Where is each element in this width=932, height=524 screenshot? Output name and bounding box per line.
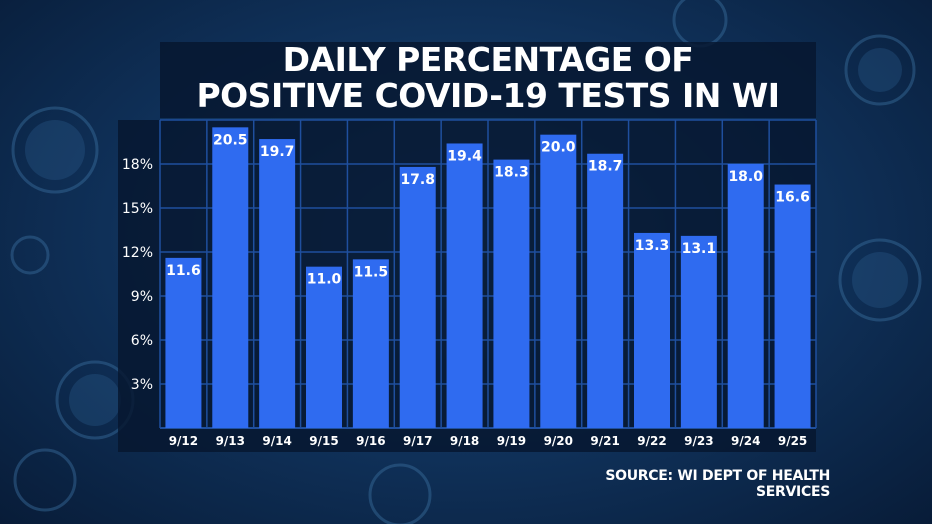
x-tick-label: 9/22 [637,434,666,448]
source-note: SOURCE: WI DEPT OF HEALTH SERVICES [605,468,830,500]
bar-9-16 [352,259,389,428]
bar-9-12 [165,257,202,428]
title-line-1: DAILY PERCENTAGE OF [282,40,694,79]
data-label: 19.7 [260,144,295,160]
bar-9-25 [774,184,811,428]
data-label: 18.0 [728,169,763,185]
y-axis: 3% 6% 9% 12% 15% 18% [122,157,153,393]
data-label: 18.3 [494,165,529,181]
x-tick-label: 9/18 [450,434,479,448]
bar-9-17 [399,166,436,428]
bar-9-18 [446,143,483,428]
bars [165,127,811,429]
bar-9-24 [727,164,764,428]
bar-9-15 [306,266,342,428]
x-tick-label: 9/23 [684,434,713,448]
y-tick-label: 6% [131,333,153,349]
bar-9-22 [634,232,670,428]
data-label: 11.6 [166,263,201,279]
bar-9-19 [493,159,530,428]
bar-9-14 [259,139,296,429]
data-label: 20.5 [213,132,248,148]
data-label: 20.0 [541,140,576,156]
x-tick-label: 9/15 [309,434,338,448]
x-tick-label: 9/16 [356,434,385,448]
data-label: 18.7 [588,159,623,175]
data-label: 19.4 [447,148,482,164]
x-tick-label: 9/13 [216,434,245,448]
data-label: 11.5 [354,264,389,280]
y-tick-label: 18% [122,157,153,173]
y-tick-label: 3% [131,377,153,393]
bar-9-13 [212,127,249,428]
data-label: 11.0 [307,272,342,288]
data-label: 13.3 [635,238,670,254]
grid [159,119,817,429]
bar-9-23 [680,235,717,428]
x-tick-label: 9/21 [590,434,619,448]
y-tick-label: 12% [122,245,153,261]
bar-9-20 [540,134,577,428]
data-labels: 11.6 20.5 19.7 11.0 11.5 17.8 19.4 18.3 20.0 18.7… [166,132,810,287]
x-tick-label: 9/20 [544,434,573,448]
title-line-2: POSITIVE COVID-19 TESTS IN WI [196,76,780,115]
x-axis: 9/12 9/13 9/14 9/15 9/16 9/17 9/18 9/19 9/20 9/21… [169,434,808,448]
x-tick-label: 9/14 [262,434,291,448]
x-tick-label: 9/17 [403,434,432,448]
x-tick-label: 9/25 [778,434,807,448]
data-label: 16.6 [775,190,810,206]
data-label: 17.8 [400,172,435,188]
x-tick-label: 9/19 [497,434,526,448]
x-tick-label: 9/24 [731,434,760,448]
bar-9-21 [587,153,624,428]
x-tick-label: 9/12 [169,434,198,448]
y-tick-label: 9% [131,289,153,305]
chart-title: DAILY PERCENTAGE OF POSITIVE COVID-19 TE… [160,42,816,118]
y-tick-label: 15% [122,201,153,217]
data-label: 13.1 [682,241,717,257]
